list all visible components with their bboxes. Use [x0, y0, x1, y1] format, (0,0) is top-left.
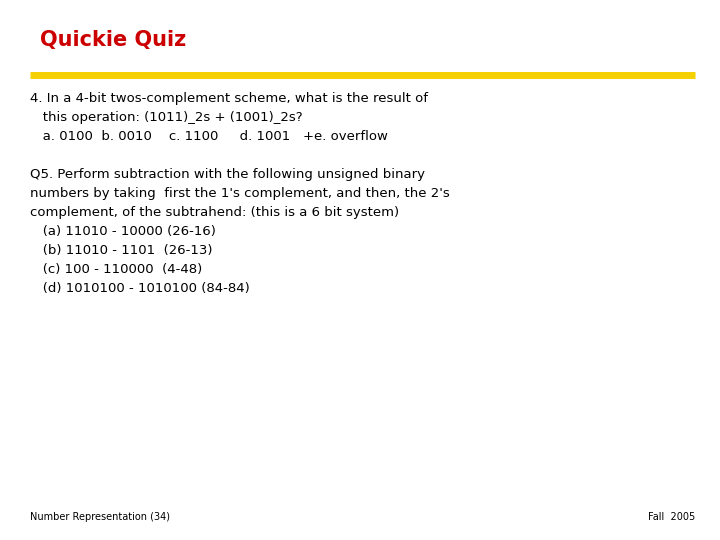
Text: 4. In a 4-bit twos-complement scheme, what is the result of
   this operation: (: 4. In a 4-bit twos-complement scheme, wh…	[30, 92, 450, 295]
Text: Quickie Quiz: Quickie Quiz	[40, 30, 186, 50]
Text: Fall  2005: Fall 2005	[648, 512, 695, 522]
Text: Number Representation (34): Number Representation (34)	[30, 512, 170, 522]
